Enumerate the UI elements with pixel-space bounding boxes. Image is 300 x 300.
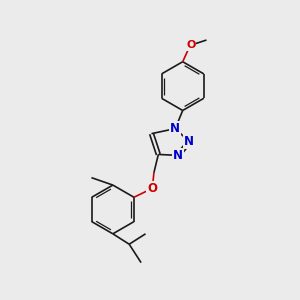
- Text: N: N: [170, 122, 180, 135]
- Text: N: N: [173, 149, 183, 162]
- Text: O: O: [147, 182, 158, 195]
- Text: O: O: [186, 40, 195, 50]
- Text: N: N: [184, 135, 194, 148]
